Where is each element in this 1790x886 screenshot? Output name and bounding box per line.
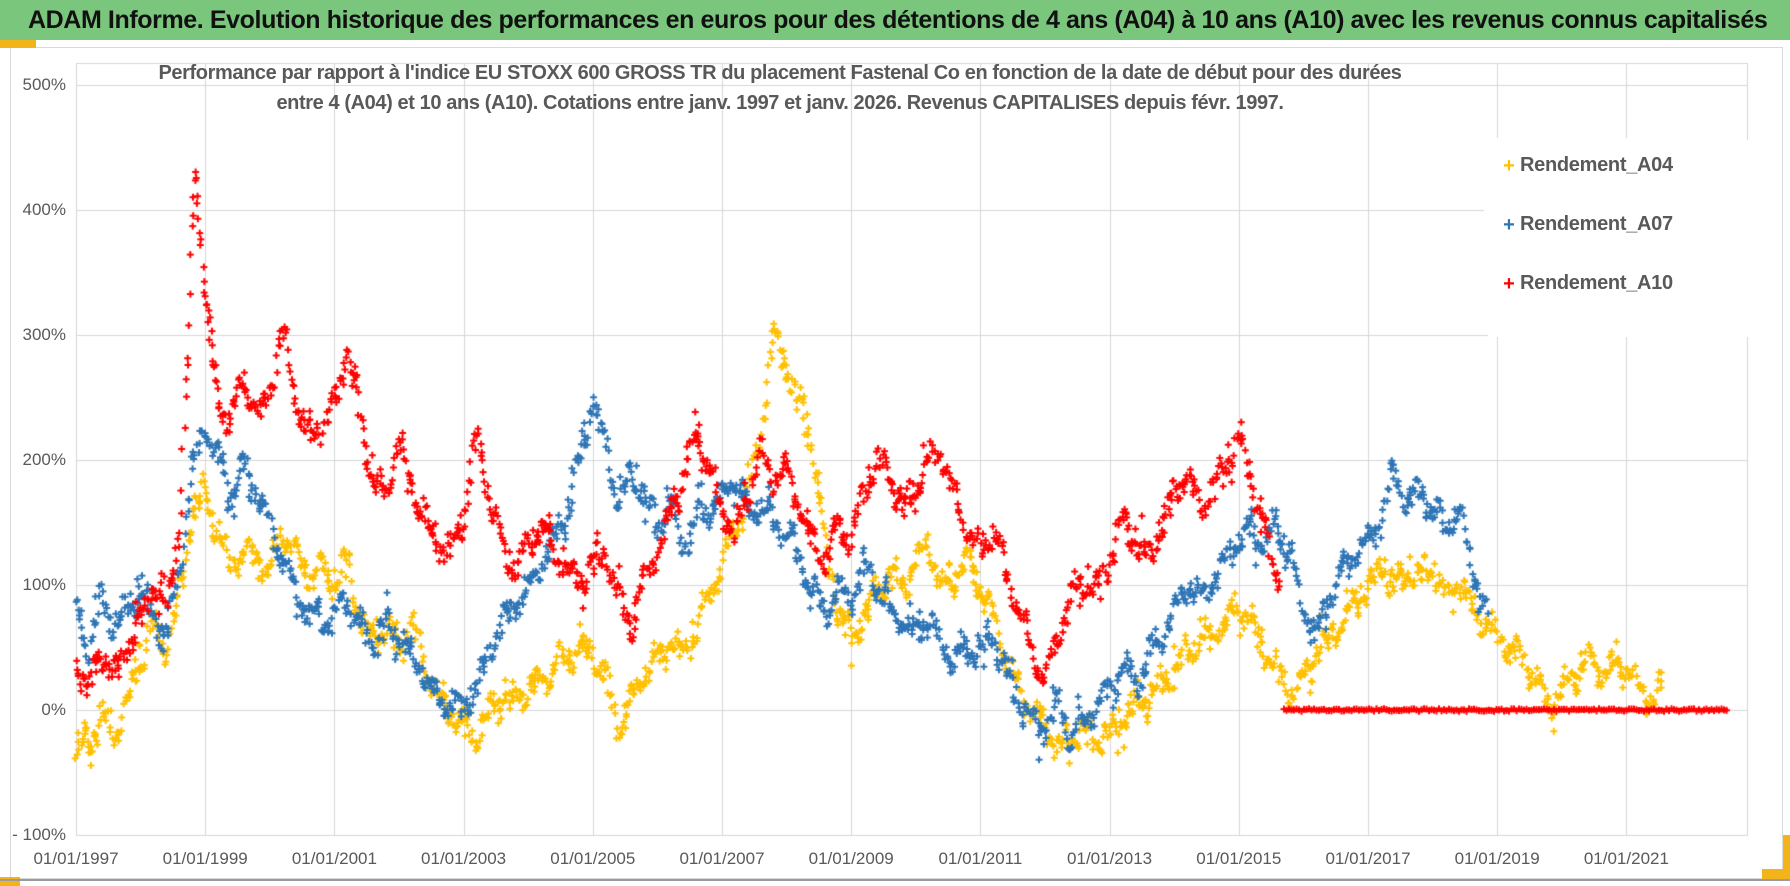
x-axis-tick: 01/01/2021 (1583, 849, 1669, 868)
y-axis-tick: 300% (22, 325, 66, 344)
x-axis-tick: 01/01/1999 (162, 849, 248, 868)
y-axis-tick: 400% (22, 200, 66, 219)
y-axis-tick: - 100% (12, 825, 66, 844)
x-axis-tick: 01/01/2013 (1067, 849, 1153, 868)
legend-item-rendement_a10[interactable]: + Rendement_A10 (1498, 272, 1760, 295)
y-axis-tick: 0% (41, 700, 66, 719)
legend-label: Rendement_A07 (1520, 213, 1673, 235)
x-axis-tick: 01/01/2009 (808, 849, 894, 868)
y-axis-tick: 100% (22, 575, 66, 594)
y-axis-tick: 500% (22, 75, 66, 94)
y-axis-tick: 200% (22, 450, 66, 469)
legend: + Rendement_A04 + Rendement_A07 + Rendement_A… (1488, 140, 1760, 337)
legend-item-rendement_a07[interactable]: + Rendement_A07 (1498, 213, 1760, 236)
x-axis-tick: 01/01/1997 (33, 849, 119, 868)
legend-label: Rendement_A04 (1520, 154, 1673, 176)
x-axis-tick: 01/01/2015 (1196, 849, 1282, 868)
bottom-divider (0, 879, 1790, 881)
plus-marker-icon: + (1503, 272, 1515, 295)
legend-label: Rendement_A10 (1520, 272, 1673, 294)
plus-marker-icon: + (1503, 154, 1515, 177)
gold-accent-top-left (0, 40, 36, 48)
plus-marker-icon: + (1503, 213, 1515, 236)
x-axis-tick: 01/01/2007 (679, 849, 765, 868)
x-axis-tick: 01/01/2001 (291, 849, 377, 868)
x-axis-tick: 01/01/2017 (1325, 849, 1411, 868)
gold-accent-bottom-left (0, 877, 20, 886)
legend-item-rendement_a04[interactable]: + Rendement_A04 (1498, 154, 1760, 177)
gold-accent-bottom-right (1762, 869, 1790, 879)
x-axis-tick: 01/01/2003 (421, 849, 507, 868)
x-axis-tick: 01/01/2019 (1454, 849, 1540, 868)
x-axis-tick: 01/01/2005 (550, 849, 636, 868)
gold-accent-right-edge (1783, 835, 1790, 879)
x-axis-tick: 01/01/2011 (938, 849, 1023, 868)
